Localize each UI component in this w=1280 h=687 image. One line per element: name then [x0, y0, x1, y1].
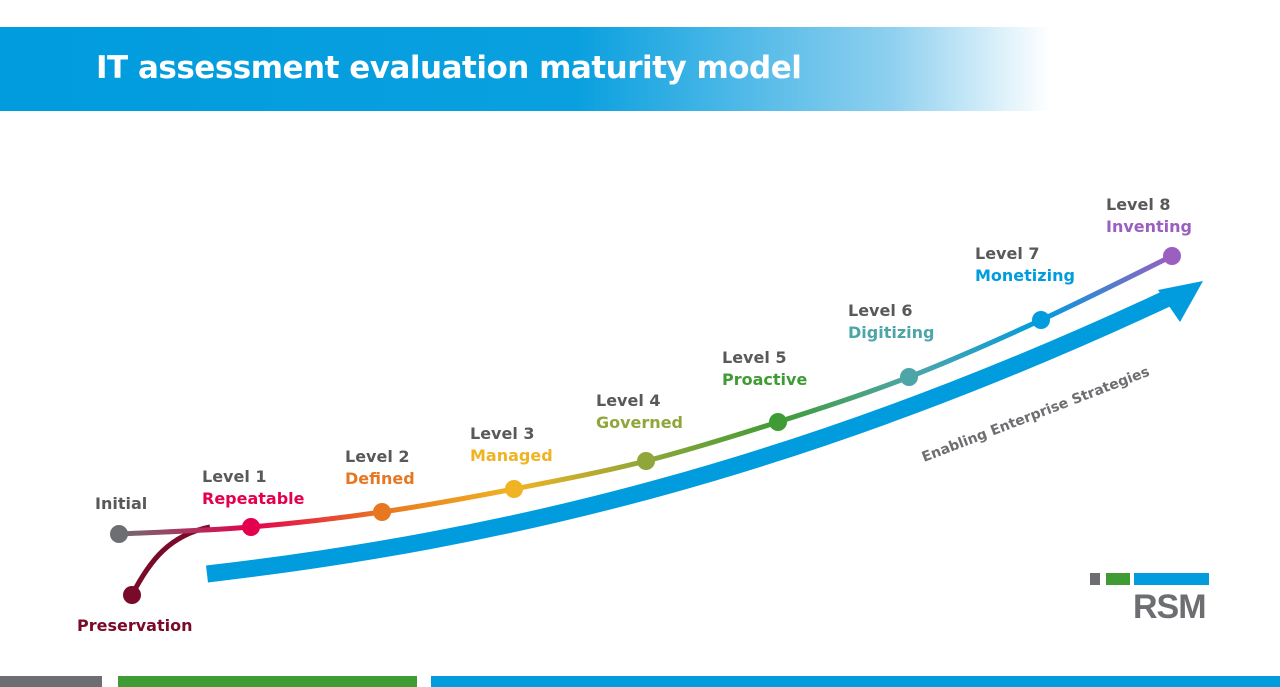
preservation-label: Preservation [77, 616, 192, 635]
level-dot [900, 368, 918, 386]
level-number-label: Level 1 [202, 467, 267, 486]
enterprise-strategy-arrow [206, 290, 1172, 583]
level-number-label: Level 3 [470, 424, 535, 443]
level-number-label: Level 6 [848, 301, 913, 320]
level-dot [242, 518, 260, 536]
level-dot [769, 413, 787, 431]
level-number-label: Level 2 [345, 447, 410, 466]
level-dot [1032, 311, 1050, 329]
level-dot [373, 503, 391, 521]
level-dot [110, 525, 128, 543]
level-name-label: Defined [345, 469, 415, 488]
rsm-logo: RSM [1133, 588, 1207, 626]
level-name-label: Initial [95, 494, 147, 513]
curve-segment [908, 317, 1043, 380]
level-name-label: Proactive [722, 370, 807, 389]
footer-bar-green [118, 676, 417, 687]
curve-segment [645, 419, 779, 464]
page-title: IT assessment evaluation maturity model [96, 50, 802, 86]
footer-bar-blue [431, 676, 1280, 687]
level-name-label: Digitizing [848, 323, 934, 342]
level-name-label: Governed [596, 413, 683, 432]
curve-segment [513, 458, 647, 492]
logo-bar-green [1106, 573, 1130, 585]
level-name-label: Inventing [1106, 217, 1192, 236]
level-number-label: Level 8 [1106, 195, 1171, 214]
level-name-label: Repeatable [202, 489, 305, 508]
preservation-dot [123, 586, 141, 604]
level-number-label: Level 4 [596, 391, 661, 410]
title-banner [0, 27, 1050, 111]
curve-segment [777, 374, 910, 425]
level-name-label: Managed [470, 446, 553, 465]
level-dot [505, 480, 523, 498]
curve-segment [118, 524, 252, 537]
arrow-head-icon [1158, 281, 1203, 322]
level-dot [1163, 247, 1181, 265]
logo-bar-gray [1090, 573, 1100, 585]
level-number-label: Level 5 [722, 348, 787, 367]
preservation-path [129, 524, 211, 597]
logo-bar-blue [1134, 573, 1209, 585]
footer-bar-gray [0, 676, 102, 687]
curve-segment [381, 486, 515, 515]
level-number-label: Level 7 [975, 244, 1040, 263]
level-name-label: Monetizing [975, 266, 1075, 285]
curve-segment [1039, 253, 1174, 323]
level-dot [637, 452, 655, 470]
curve-segment [250, 509, 383, 530]
arrow-label: Enabling Enterprise Strategies [920, 364, 1152, 466]
